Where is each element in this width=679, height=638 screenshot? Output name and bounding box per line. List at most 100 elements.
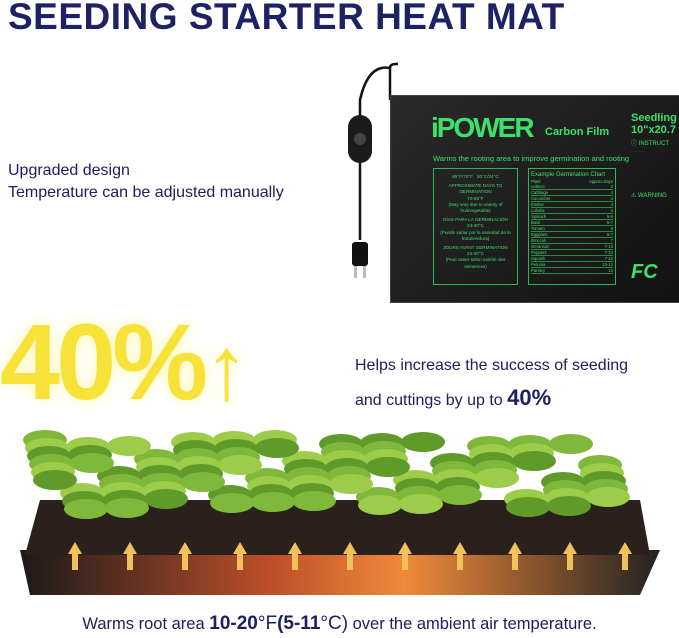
chart-row: Spinach 5-6 xyxy=(531,214,613,220)
days-range: 70-85°F xyxy=(467,195,484,201)
plant-name: Petunia xyxy=(531,262,546,267)
benefit-highlight: 40% xyxy=(507,385,552,410)
plant-name: Cabbage xyxy=(531,190,548,195)
temps: 85°F/70°F 30°C/24°C xyxy=(452,174,499,179)
plant-days: 7-10 xyxy=(604,250,613,255)
mat-subtitle: Carbon Film xyxy=(545,126,610,138)
benefit-text: Helps increase the success of seeding an… xyxy=(355,350,679,417)
mat-side-title: Seedling 10"x20.7 xyxy=(631,112,677,136)
seedling xyxy=(144,489,188,509)
fc-logo: FC xyxy=(631,261,658,283)
chart-row: Cucumber 4 xyxy=(531,196,613,202)
days-note: (May vary due to variety of fruit/vegeta… xyxy=(448,201,503,214)
heat-arrow-icon xyxy=(233,542,247,570)
chart-row: Squash 7-10 xyxy=(531,256,613,262)
plant-name: Broccoli xyxy=(531,238,546,243)
seedling xyxy=(70,453,114,473)
heat-arrow-icon xyxy=(453,542,467,570)
seedling xyxy=(105,498,149,518)
instructions: ⓘ INSTRUCT ·········· ⚠ WARNING xyxy=(631,141,670,199)
heat-arrow-icon xyxy=(563,542,577,570)
plant-name: Lobelia xyxy=(531,208,545,213)
percent-graphic: 40%↑ xyxy=(0,301,249,422)
seedling xyxy=(366,457,410,477)
heat-arrow-icon xyxy=(178,542,192,570)
cable-with-dimmer-icon xyxy=(348,62,398,278)
heat-arrow-icon xyxy=(343,542,357,570)
seedling xyxy=(292,491,336,511)
plant-days: 13 xyxy=(608,268,613,273)
germination-days-box: 85°F/70°F 30°C/24°C APPROXIMATE DAYS TO … xyxy=(433,168,518,285)
seedling xyxy=(210,493,254,513)
heat-arrow-icon xyxy=(68,542,82,570)
plant-days: 5-7 xyxy=(606,220,613,225)
feature-line: Upgraded design xyxy=(8,162,130,179)
chart-row: Parsley 13 xyxy=(531,268,613,274)
seedling xyxy=(512,451,556,471)
seedling xyxy=(64,499,108,519)
plant-days: 7-10 xyxy=(604,244,613,249)
days-title: APPROXIMATE DAYS TO GERMINATION xyxy=(448,183,503,195)
plant-name: Parsley xyxy=(531,268,545,273)
heat-arrow-icon xyxy=(618,542,632,570)
plant-days: 5-6 xyxy=(606,214,613,219)
seedling xyxy=(586,487,630,507)
mat-tagline: Warms the rooting area to improve germin… xyxy=(433,154,630,163)
plant-days: 4 xyxy=(610,190,613,195)
col-header: Plant xyxy=(531,179,541,184)
heat-arrow-icon xyxy=(123,542,137,570)
heat-arrow-icon xyxy=(288,542,302,570)
seedling xyxy=(549,434,593,454)
plant-days: 10-12 xyxy=(602,262,613,267)
days-note: (Peut varier selon variété des semences) xyxy=(445,257,506,269)
benefit-line: Helps increase the success of seeding xyxy=(355,357,629,374)
seedling xyxy=(218,455,262,475)
seedling xyxy=(475,468,519,488)
plant-days: 2 xyxy=(610,184,613,189)
heat-mat-image: iPOWER Carbon Film Warms the rooting are… xyxy=(390,95,679,303)
plant-name: Spinach xyxy=(531,214,547,219)
seedling xyxy=(438,485,482,505)
seedling xyxy=(33,470,77,490)
plant-name: Squash xyxy=(531,256,546,261)
seedling xyxy=(506,497,550,517)
seedling xyxy=(547,496,591,516)
plant-days: 4 xyxy=(610,196,613,201)
benefit-line: and cuttings by up to xyxy=(355,392,503,409)
germination-chart: Example Germination Chart Plant Approx.Da… xyxy=(528,168,616,285)
days-range: 24-30°C xyxy=(467,223,484,229)
seedling xyxy=(329,474,373,494)
plant-name: Tomato xyxy=(531,226,545,231)
chart-row: Lettuce 2 xyxy=(531,184,613,190)
chart-row: Eggplant 6-7 xyxy=(531,232,613,238)
chart-row: Petunia 10-12 xyxy=(531,262,613,268)
bottom-caption: Warms root area 10-20°F(5-11°C) over the… xyxy=(82,613,597,634)
seedling xyxy=(251,492,295,512)
plant-days: 4 xyxy=(610,208,613,213)
chart-row: Cabbage 4 xyxy=(531,190,613,196)
seedling xyxy=(107,436,151,456)
plant-name: Endive xyxy=(531,202,544,207)
plant-name: Lettuce xyxy=(531,184,545,189)
chart-row: Peppers 7-10 xyxy=(531,250,613,256)
plant-days: 6-7 xyxy=(606,232,613,237)
chart-title: Example Germination Chart xyxy=(531,172,606,178)
chart-row: Basil 5-7 xyxy=(531,220,613,226)
plant-name: Cucumber xyxy=(531,196,551,201)
days-note: (Puede variar por la variedad de la frut… xyxy=(440,229,511,241)
chart-row: Lobelia 4 xyxy=(531,208,613,214)
days-title: DÍAS PARA LA GERMINACIÓN xyxy=(443,217,508,223)
plant-name: Geranium xyxy=(531,244,550,249)
col-header: Approx.Days xyxy=(589,179,613,184)
plant-days: 7-10 xyxy=(604,256,613,261)
plant-name: Eggplant xyxy=(531,232,548,237)
seedling xyxy=(255,438,299,458)
chart-row: Geranium 7-10 xyxy=(531,244,613,250)
page-title: SEEDING STARTER HEAT MAT xyxy=(8,0,565,37)
days-range: 24-30°C xyxy=(467,251,484,257)
heat-arrow-icon xyxy=(508,542,522,570)
chart-row: Broccoli 7 xyxy=(531,238,613,244)
days-title: JOURS AVANT GERMINATION xyxy=(443,245,508,251)
chart-row: Endive 4 xyxy=(531,202,613,208)
feature-text: Upgraded design Temperature can be adjus… xyxy=(8,160,284,204)
